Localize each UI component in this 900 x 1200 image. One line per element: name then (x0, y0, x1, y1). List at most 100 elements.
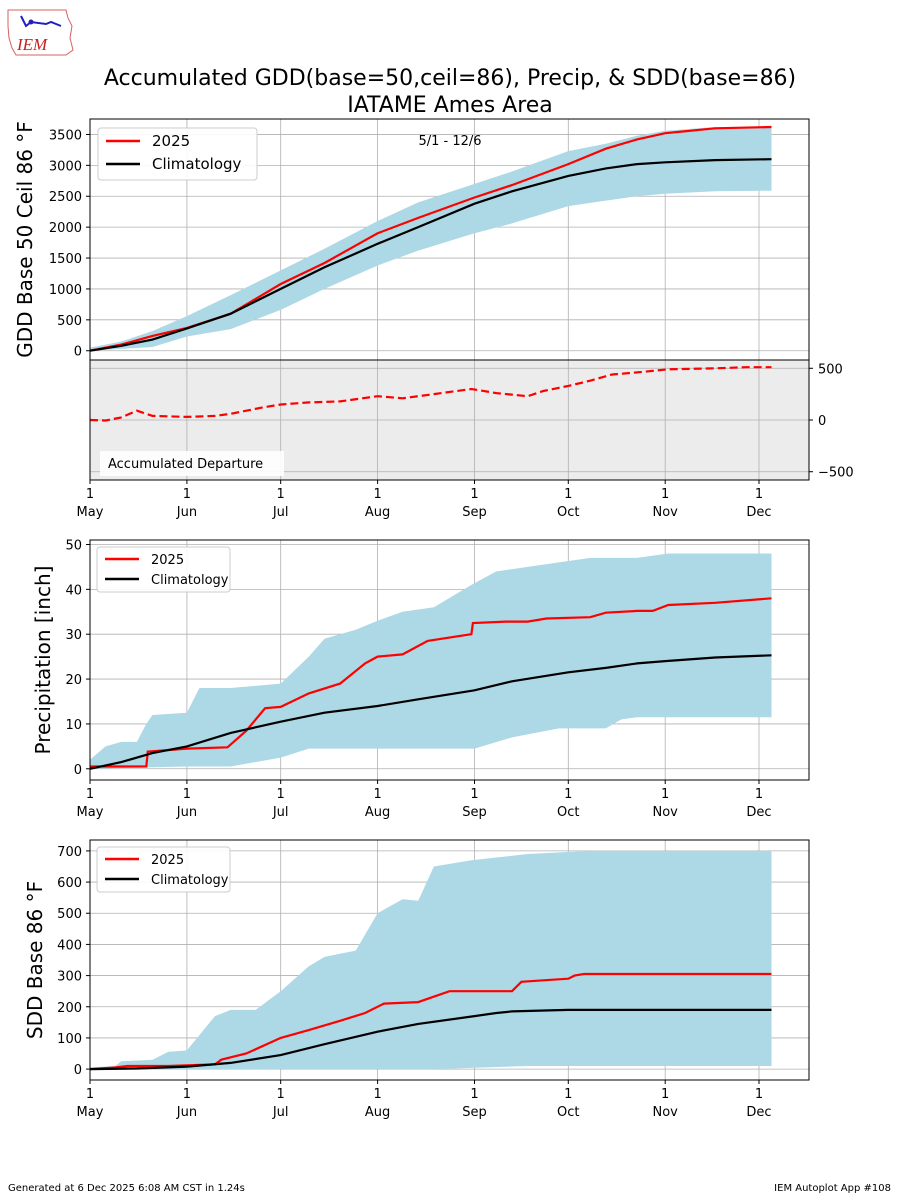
departure-ytick-label: −500 (818, 466, 854, 481)
sdd-frame (89, 839, 810, 1081)
precip-xtick-day: 1 (277, 787, 285, 802)
panel-gdd: 0 500 1000 1500 2000 2500 3000 3500 GDD Base 50 … (13, 118, 810, 361)
sdd-series-climatology (89, 1008, 772, 1071)
sdd-legend-label: Climatology (151, 873, 229, 888)
precip-xtick-day: 1 (755, 787, 763, 802)
gdd-range-band (90, 127, 772, 351)
sdd-xtick-day: 1 (661, 1087, 669, 1102)
gdd-ylabel: GDD Base 50 Ceil 86 °F (13, 121, 37, 358)
precip-ytick-label: 20 (65, 673, 82, 688)
sdd-xtick-month: Jun (176, 1105, 197, 1120)
departure-xtick-day: 1 (755, 487, 763, 502)
gdd-series-climatology (89, 158, 772, 352)
precip-xtick-month: Jun (176, 805, 197, 820)
precip-series-climatology (89, 654, 772, 770)
footer-app: IEM Autoplot App #108 (774, 1183, 891, 1194)
precip-xtick-month: Dec (746, 805, 771, 820)
departure-xtick-day: 1 (86, 487, 94, 502)
footer-generated: Generated at 6 Dec 2025 6:08 AM CST in 1… (8, 1183, 245, 1194)
gdd-ytick-label: 2000 (49, 221, 82, 236)
precip-ylabel: Precipitation [inch] (31, 566, 55, 755)
sdd-xtick-day: 1 (470, 1087, 478, 1102)
gdd-ytick-label: 500 (57, 314, 82, 329)
chart-title-line1: Accumulated GDD(base=50,ceil=86), Precip… (104, 66, 796, 91)
departure-xtick-month: Oct (557, 505, 579, 520)
precip-ytick-label: 10 (65, 718, 82, 733)
sdd-ytick-label: 200 (57, 1001, 82, 1016)
sdd-xtick-day: 1 (755, 1087, 763, 1102)
departure-xtick-day: 1 (564, 487, 572, 502)
precip-xtick-day: 1 (661, 787, 669, 802)
sdd-ytick-label: 500 (57, 907, 82, 922)
precip-xtick-month: Nov (653, 805, 679, 820)
precip-legend-label: 2025 (151, 553, 184, 568)
date-range-label: 5/1 - 12/6 (418, 134, 481, 149)
departure-label-box (100, 451, 284, 476)
departure-xtick-month: Jun (176, 505, 197, 520)
precip-xtick-day: 1 (86, 787, 94, 802)
sdd-xtick-month: Jul (272, 1105, 289, 1120)
departure-xtick-month: Dec (746, 505, 771, 520)
sdd-series-2025 (89, 972, 772, 1071)
sdd-legend-label: 2025 (151, 853, 184, 868)
precip-legend-label: Climatology (151, 573, 229, 588)
sdd-xtick-month: Dec (746, 1105, 771, 1120)
sdd-ytick-label: 300 (57, 970, 82, 985)
precip-xtick-day: 1 (183, 787, 191, 802)
precip-ytick-label: 0 (74, 763, 82, 778)
sdd-ytick-label: 100 (57, 1032, 82, 1047)
precip-xtick-month: May (77, 805, 104, 820)
departure-series-departure (89, 366, 772, 422)
departure-xtick-day: 1 (373, 487, 381, 502)
departure-xtick-month: May (77, 505, 104, 520)
panel-precip: 0 10 20 30 40 50 Precipitation [inch] 1 May 1 Jun 1… (31, 538, 810, 820)
sdd-xtick-day: 1 (277, 1087, 285, 1102)
departure-xtick-day: 1 (277, 487, 285, 502)
panel-sdd: 0 100 200 300 400 500 600 700 SDD Base 86 °F 1 May… (23, 839, 810, 1120)
gdd-ytick-label: 0 (74, 345, 82, 360)
sdd-xtick-month: May (77, 1105, 104, 1120)
gdd-legend-label: Climatology (152, 155, 242, 173)
gdd-ytick-label: 1000 (49, 283, 82, 298)
gdd-legend-label: 2025 (152, 132, 190, 150)
sdd-xtick-month: Oct (557, 1105, 579, 1120)
sdd-ytick-label: 400 (57, 938, 82, 953)
sdd-ytick-label: 600 (57, 876, 82, 891)
gdd-ytick-label: 3000 (49, 159, 82, 174)
departure-ytick-label: 0 (818, 414, 826, 429)
departure-xtick-day: 1 (470, 487, 478, 502)
precip-ytick-label: 30 (65, 628, 82, 643)
sdd-xtick-day: 1 (183, 1087, 191, 1102)
panel-departure: −500 0 500 1 May 1 Jun 1 Jul 1 Aug 1 Sep 1 Oct 1 Nov 1 Dec… (77, 359, 854, 520)
departure-xtick-month: Aug (365, 505, 390, 520)
precip-series-2025 (90, 597, 772, 768)
departure-xtick-day: 1 (183, 487, 191, 502)
chart-title-line2: IATAME Ames Area (347, 93, 553, 118)
departure-xtick-month: Sep (462, 505, 487, 520)
sdd-xtick-day: 1 (373, 1087, 381, 1102)
sdd-range-band (90, 850, 772, 1070)
precip-xtick-day: 1 (470, 787, 478, 802)
logo-text: IEM (16, 35, 48, 54)
gdd-ytick-label: 3500 (49, 128, 82, 143)
precip-xtick-month: Sep (462, 805, 487, 820)
gdd-ytick-label: 1500 (49, 252, 82, 267)
precip-ytick-label: 40 (65, 583, 82, 598)
precip-ytick-label: 50 (65, 538, 82, 553)
sdd-ylabel: SDD Base 86 °F (23, 881, 47, 1039)
sdd-xtick-month: Sep (462, 1105, 487, 1120)
sdd-xtick-month: Nov (653, 1105, 679, 1120)
departure-xtick-month: Nov (653, 505, 679, 520)
departure-label: Accumulated Departure (108, 457, 263, 472)
iem-logo: IEM (6, 8, 76, 62)
precip-frame (89, 539, 810, 781)
sdd-xtick-day: 1 (564, 1087, 572, 1102)
sdd-xtick-day: 1 (86, 1087, 94, 1102)
departure-xtick-day: 1 (661, 487, 669, 502)
departure-ytick-label: 500 (818, 362, 843, 377)
precip-xtick-day: 1 (373, 787, 381, 802)
sdd-ytick-label: 0 (74, 1063, 82, 1078)
precip-xtick-month: Oct (557, 805, 579, 820)
sdd-xtick-month: Aug (365, 1105, 390, 1120)
precip-xtick-month: Aug (365, 805, 390, 820)
